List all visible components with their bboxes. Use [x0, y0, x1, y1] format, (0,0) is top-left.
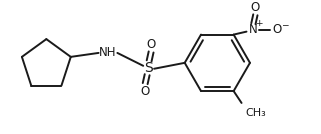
Text: O: O [251, 1, 260, 14]
Text: O: O [141, 85, 150, 98]
Text: +: + [255, 19, 262, 28]
Text: O: O [146, 38, 156, 51]
Text: CH₃: CH₃ [246, 108, 266, 118]
Text: N: N [249, 23, 258, 36]
Text: S: S [144, 61, 152, 75]
Text: O: O [273, 23, 282, 36]
Text: −: − [281, 20, 289, 29]
Text: NH: NH [99, 46, 116, 59]
